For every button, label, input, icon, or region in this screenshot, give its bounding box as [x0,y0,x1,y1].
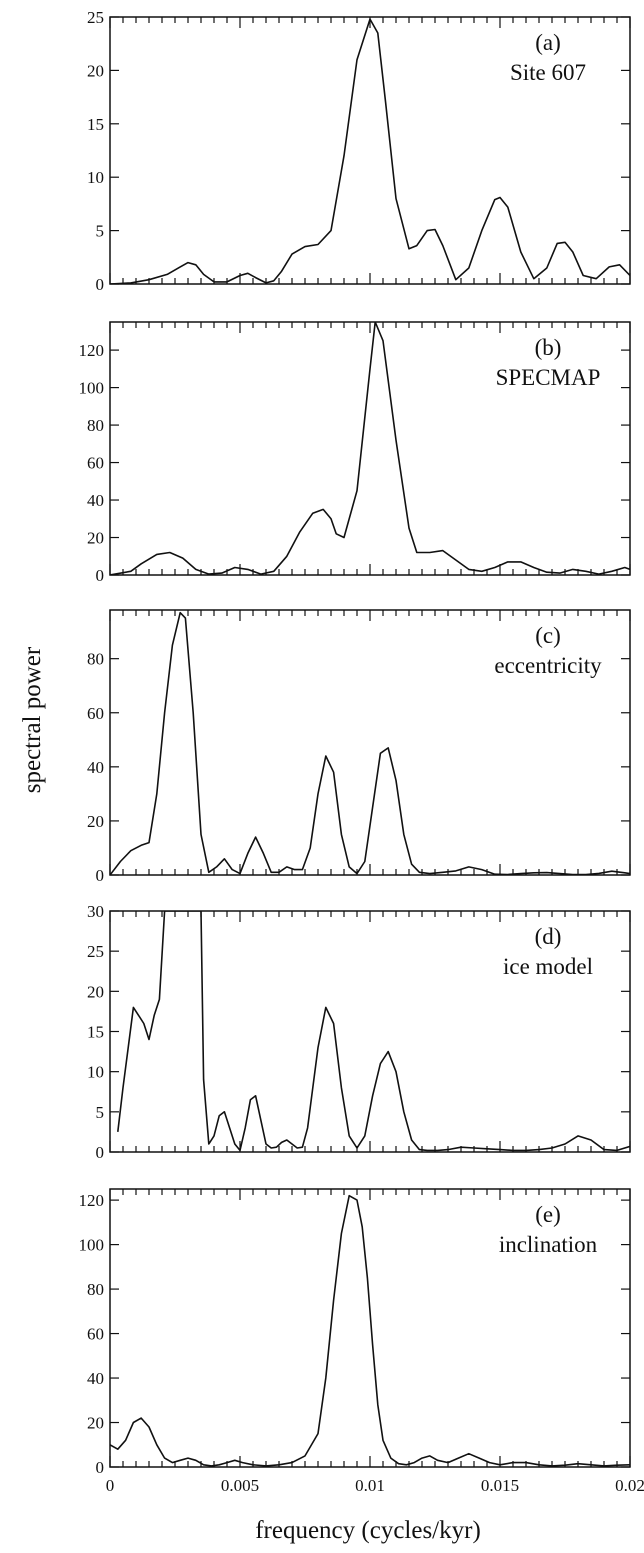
y-tick-label: 80 [87,650,104,669]
panel-d: 0 5 10 15 20 25 30 (d) ice model [87,902,631,1162]
y-tick-label: 10 [87,1063,104,1082]
x-tick-label: 0.01 [355,1476,385,1495]
y-tick-label: 0 [96,1143,105,1162]
series-line-a [110,18,630,284]
y-tick-label: 20 [87,812,104,831]
y-tick-label: 80 [87,416,104,435]
y-tick-label: 20 [87,982,104,1001]
panel-name-label: inclination [499,1232,598,1257]
panel-letter-label: (c) [535,623,561,648]
x-tick-label: 0 [106,1476,115,1495]
y-tick-label: 40 [87,758,104,777]
y-tick-label: 10 [87,168,104,187]
y-tick-label: 60 [87,1325,104,1344]
y-tick-label: 40 [87,491,104,510]
series-line-c [110,611,630,875]
y-tick-label: 5 [96,1103,105,1122]
panel-name-label: eccentricity [494,653,602,678]
panel-b: 0 20 40 60 80 100 120 (b) SPECMAP [79,321,631,585]
x-tick-label: 0.02 [615,1476,644,1495]
y-tick-label: 0 [96,1458,105,1477]
y-tick-label: 60 [87,454,104,473]
y-tick-label: 120 [79,1191,105,1210]
y-axis-title: spectral power [19,646,46,793]
y-tick-label: 25 [87,8,104,27]
y-tick-label: 25 [87,942,104,961]
y-tick-label: 100 [79,379,105,398]
y-tick-label: 20 [87,61,104,80]
panel-name-label: ice model [503,954,593,979]
panel-letter-label: (e) [535,1202,561,1227]
y-tick-label: 5 [96,222,105,241]
panel-a: 0 5 10 15 20 25 (a) Site 607 [87,8,631,294]
y-tick-label: 20 [87,529,104,548]
panel-letter-label: (a) [535,30,561,55]
series-line-e [110,1194,630,1467]
panel-e-frame [109,1188,631,1468]
series-line-b [110,322,630,575]
panel-letter-label: (d) [535,924,562,949]
y-tick-label: 80 [87,1280,104,1299]
panel-c: 0 20 40 60 80 (c) eccentricity [87,609,631,885]
y-tick-label: 20 [87,1414,104,1433]
panel-letter-label: (b) [535,335,562,360]
y-tick-label: 120 [79,341,105,360]
y-tick-label: 15 [87,1023,104,1042]
y-tick-label: 0 [96,566,105,585]
y-tick-label: 30 [87,902,104,921]
series-line-d [117,911,630,1152]
x-axis-title: frequency (cycles/kyr) [255,1517,481,1544]
panel-e: 0 20 40 60 80 100 120 0 0.005 0.01 0.015 0.02 (e) inc… [79,1188,644,1495]
panel-a-frame [109,16,631,285]
x-tick-label: 0.005 [221,1476,259,1495]
panel-name-label: Site 607 [510,60,586,85]
y-tick-label: 0 [96,866,105,885]
panel-name-label: SPECMAP [496,365,601,390]
x-tick-label: 0.015 [481,1476,519,1495]
y-tick-label: 40 [87,1369,104,1388]
y-tick-label: 60 [87,704,104,723]
y-tick-label: 100 [79,1236,105,1255]
y-tick-label: 15 [87,115,104,134]
y-tick-label: 0 [96,275,105,294]
